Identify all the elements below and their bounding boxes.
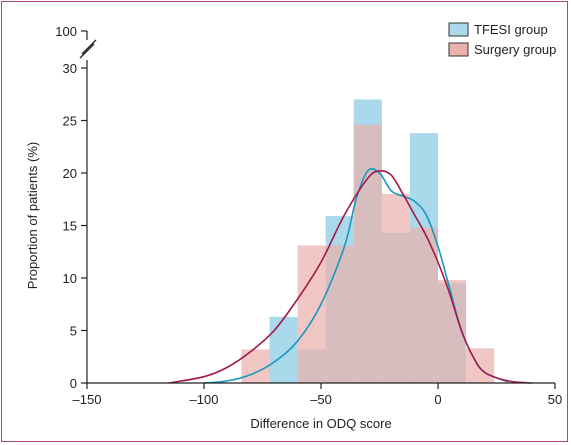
y-axis-title: Proportion of patients (%) [25, 142, 40, 289]
y-tick-label: 10 [63, 271, 77, 286]
legend-swatch-surgery [448, 42, 469, 57]
y-tick-label: 5 [70, 324, 77, 339]
bar-tfesi-group-1 [269, 316, 298, 383]
legend-label-tfesi: TFESI group [474, 22, 548, 37]
legend: TFESI group Surgery group [448, 22, 556, 57]
x-tick-label: 50 [548, 392, 562, 407]
y-tick-label: 20 [63, 166, 77, 181]
bar-surgery-group-8 [466, 348, 495, 383]
x-tick-label: –50 [310, 392, 332, 407]
ticks-layer: –150 –100 –50 0 50 0 5 10 15 20 25 30 [63, 61, 563, 407]
bar-surgery-group-4 [353, 124, 382, 383]
x-tick-label: 0 [434, 392, 441, 407]
axis-break-mark [79, 43, 95, 59]
curves-layer [168, 167, 532, 384]
legend-label-surgery: Surgery group [474, 42, 556, 57]
bar-surgery-group-2 [297, 245, 326, 383]
x-tick-label: –100 [190, 392, 219, 407]
axis-break-mark [81, 39, 97, 55]
y-tick-label: 15 [63, 219, 77, 234]
x-axis-title: Difference in ODQ score [250, 416, 391, 431]
y-tick-label: 25 [63, 114, 77, 129]
y-tick-label: 0 [70, 376, 77, 391]
density-curve-surgery-group [168, 169, 532, 384]
y-break-top-label: 100 [55, 24, 77, 39]
bar-surgery-group-5 [381, 194, 410, 383]
bar-surgery-group-3 [325, 245, 354, 383]
y-tick-label: 30 [63, 61, 77, 76]
bar-surgery-group-6 [409, 227, 438, 383]
bars-layer [241, 99, 495, 383]
x-tick-label: –150 [73, 392, 102, 407]
legend-swatch-tfesi [448, 22, 469, 37]
